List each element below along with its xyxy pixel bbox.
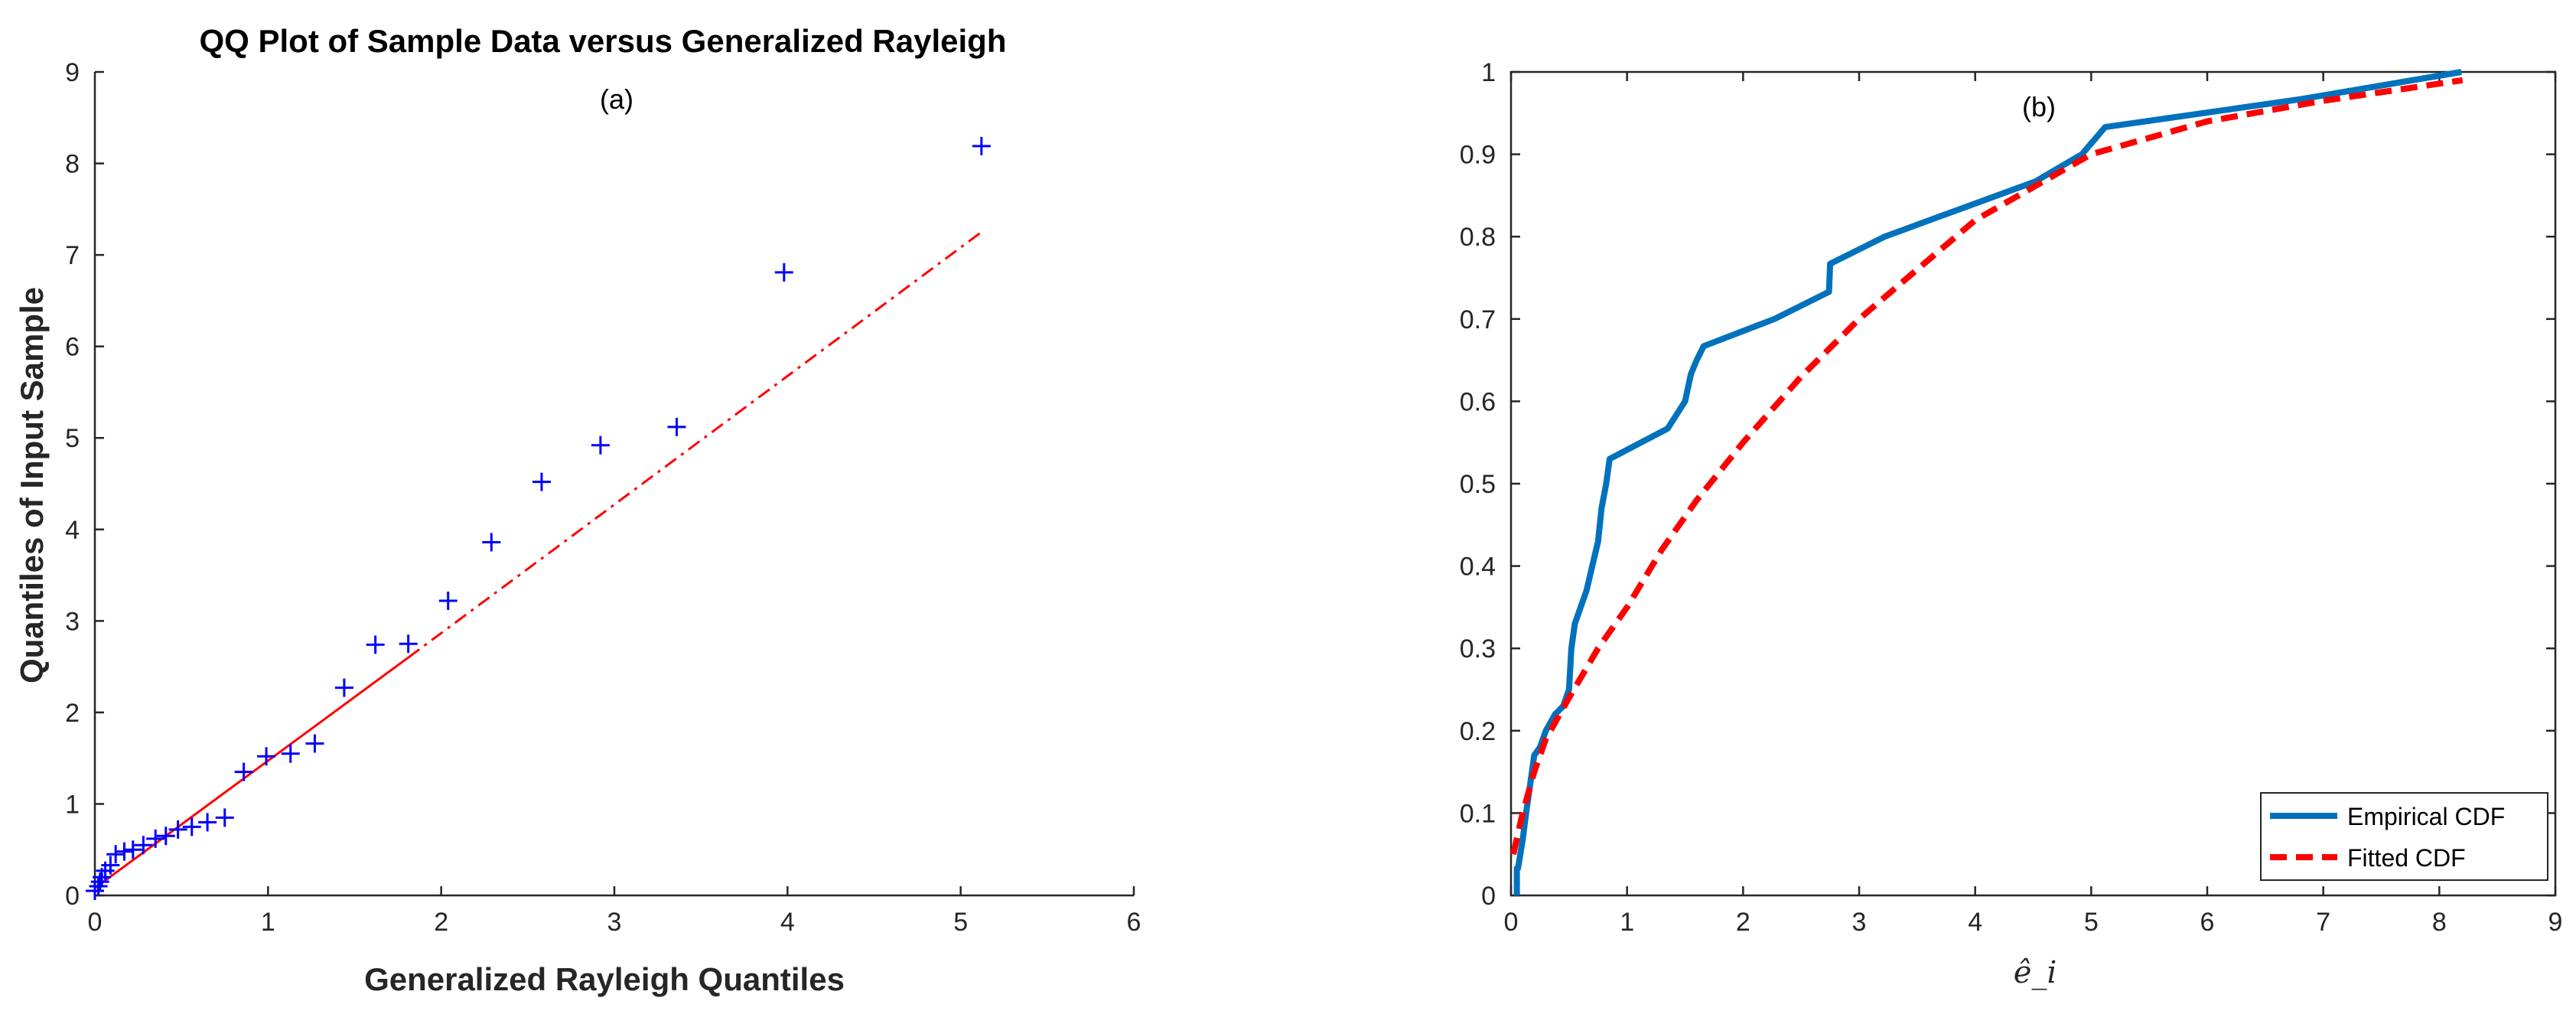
chart-b-xtick-label: 9 bbox=[2548, 908, 2563, 937]
chart-a-point bbox=[399, 634, 418, 654]
chart-b-series-empirical-cdf bbox=[1513, 69, 2462, 895]
chart-a-point bbox=[182, 817, 201, 836]
chart-a-point bbox=[234, 762, 253, 781]
chart-a-ytick-label: 2 bbox=[65, 699, 80, 728]
chart-a-point bbox=[334, 678, 353, 697]
chart-b-legend: Empirical CDF Fitted CDF bbox=[2260, 792, 2548, 881]
chart-a-point bbox=[366, 635, 385, 654]
chart-a-point bbox=[156, 827, 175, 846]
chart-a-xtick-label: 0 bbox=[88, 908, 103, 937]
chart-a-point bbox=[305, 734, 324, 753]
chart-b-xtick-label: 6 bbox=[2200, 908, 2215, 937]
chart-a-point bbox=[198, 813, 217, 832]
chart-b-xtick-label: 5 bbox=[2084, 908, 2099, 937]
legend-label-fitted: Fitted CDF bbox=[2347, 844, 2466, 872]
chart-b-ytick-label: 0.7 bbox=[1460, 305, 1496, 334]
chart-b-axes-box bbox=[1509, 70, 2557, 897]
chart-b-ytick-label: 0.9 bbox=[1460, 141, 1496, 170]
chart-a-point bbox=[482, 533, 501, 552]
chart-b-xtick-label: 1 bbox=[1620, 908, 1634, 937]
chart-b-xtick-label: 3 bbox=[1852, 908, 1867, 937]
chart-a-point bbox=[774, 263, 793, 282]
chart-a-point bbox=[591, 435, 610, 455]
chart-b-ytick-label: 0.4 bbox=[1460, 553, 1496, 582]
chart-a-point bbox=[215, 808, 234, 827]
chart-b-xtick-label: 2 bbox=[1736, 908, 1750, 937]
chart-b-ytick-label: 1 bbox=[1481, 58, 1496, 87]
chart-b-ytick-label: 0.2 bbox=[1460, 717, 1496, 746]
chart-a-plot: 0 1 2 3 4 5 6 0 1 2 3 4 5 6 7 8 9 bbox=[65, 58, 1141, 937]
chart-b-annotation: (b) bbox=[2022, 91, 2056, 122]
chart-b-plot: 0 1 2 3 4 5 6 7 8 9 0 0.1 0.2 0.3 0.4 0.5 0.6 0.7 0.8 0.9 1 bbox=[1460, 58, 2563, 937]
chart-a-point bbox=[438, 592, 458, 611]
chart-a-point bbox=[134, 836, 153, 855]
chart-b-xtick-label: 0 bbox=[1504, 908, 1519, 937]
chart-a-xtick-label: 2 bbox=[434, 908, 448, 937]
chart-a-ytick-label: 3 bbox=[65, 607, 80, 636]
chart-b-ytick-label: 0 bbox=[1481, 882, 1496, 911]
chart-a-reference-line-dashdot bbox=[407, 231, 982, 659]
chart-a-point bbox=[972, 136, 991, 155]
chart-a-xtick-label: 1 bbox=[261, 908, 275, 937]
chart-a-point bbox=[90, 872, 109, 892]
chart-b-ytick-label: 0.5 bbox=[1460, 470, 1496, 499]
chart-a-ylabel: Quantiles of Input Sample bbox=[14, 287, 50, 683]
chart-b-xtick-label: 8 bbox=[2432, 908, 2447, 937]
chart-a-point bbox=[115, 842, 134, 861]
legend-label-empirical: Empirical CDF bbox=[2347, 803, 2505, 830]
chart-a-ytick-label: 4 bbox=[65, 516, 80, 545]
chart-b-ytick-label: 0.8 bbox=[1460, 223, 1496, 252]
chart-a-xtick-label: 6 bbox=[1127, 908, 1141, 937]
chart-a-point bbox=[532, 472, 551, 491]
chart-b-ytick-label: 0.1 bbox=[1460, 799, 1496, 828]
chart-a-annotation: (a) bbox=[600, 83, 633, 115]
chart-a-ytick-label: 9 bbox=[65, 58, 80, 87]
chart-a-point bbox=[146, 829, 165, 848]
chart-a-point bbox=[667, 417, 686, 436]
chart-a-ytick-label: 8 bbox=[65, 150, 80, 179]
chart-a-ytick-label: 0 bbox=[65, 882, 80, 911]
chart-a-xtick-label: 4 bbox=[780, 908, 795, 937]
chart-b-ytick-label: 0.6 bbox=[1460, 387, 1496, 416]
chart-a-xlabel: Generalized Rayleigh Quantiles bbox=[364, 961, 845, 997]
chart-a-ytick-label: 6 bbox=[65, 333, 80, 362]
chart-a-point bbox=[101, 856, 120, 875]
chart-b-xtick-label: 7 bbox=[2316, 908, 2330, 937]
chart-a-title: QQ Plot of Sample Data versus Generalize… bbox=[199, 23, 1006, 59]
chart-a-point bbox=[257, 747, 276, 766]
chart-a-xtick-label: 5 bbox=[953, 908, 968, 937]
chart-a-xtick-label: 3 bbox=[607, 908, 622, 937]
chart-a-point bbox=[281, 744, 300, 763]
chart-a-point bbox=[123, 840, 142, 859]
chart-a-ytick-label: 1 bbox=[65, 790, 80, 819]
chart-b-xlabel: ê_i bbox=[2014, 955, 2057, 990]
chart-a-point bbox=[168, 820, 187, 839]
chart-a-point bbox=[106, 845, 125, 864]
chart-a-ytick-label: 5 bbox=[65, 424, 80, 453]
chart-b-series-fitted-cdf bbox=[1510, 77, 2464, 856]
chart-b-xtick-label: 4 bbox=[1968, 908, 1982, 937]
chart-b-ytick-label: 0.3 bbox=[1460, 634, 1496, 664]
chart-a-point bbox=[89, 877, 108, 896]
chart-a-ytick-label: 7 bbox=[65, 241, 80, 270]
